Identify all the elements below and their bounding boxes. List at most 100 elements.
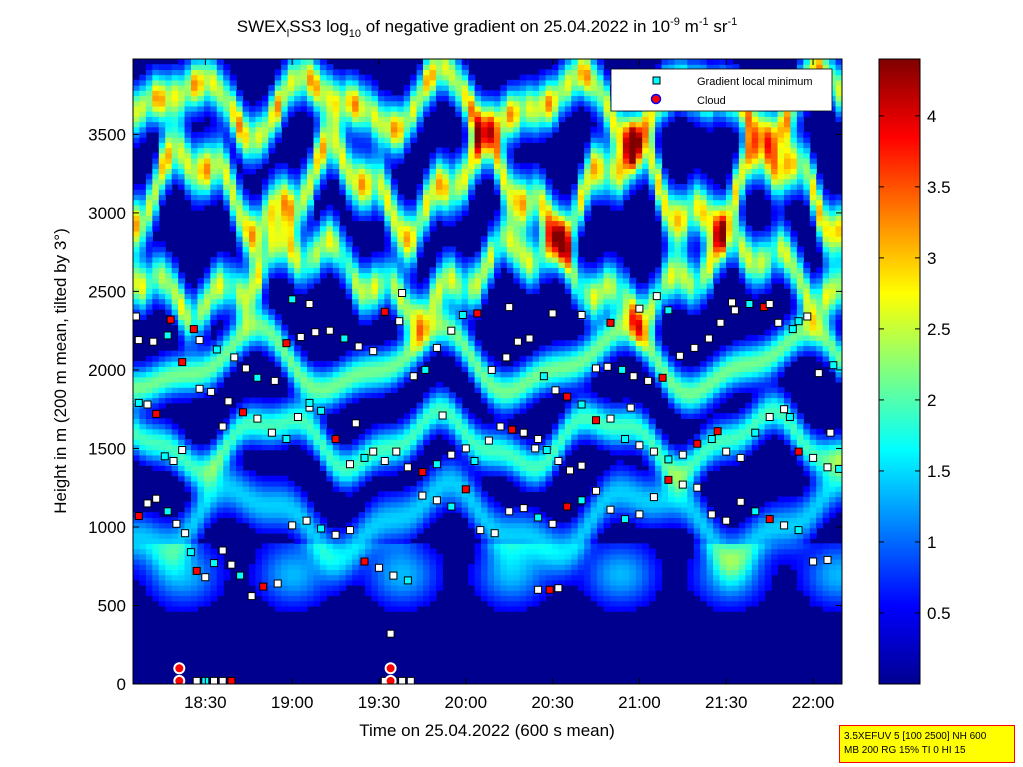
gradient-minimum-marker — [606, 318, 615, 327]
gradient-minimum-marker — [207, 387, 216, 396]
gradient-minimum-marker — [227, 560, 236, 569]
gradient-minimum-marker — [218, 546, 227, 555]
gradient-minimum-marker — [713, 427, 722, 436]
gradient-minimum-marker — [496, 422, 505, 431]
gradient-minimum-marker — [508, 425, 517, 434]
gradient-minimum-marker — [765, 515, 774, 524]
gradient-minimum-marker — [418, 491, 427, 500]
gradient-minimum-marker — [502, 353, 511, 362]
gradient-minimum-marker — [577, 400, 586, 409]
y-tick-label: 2500 — [88, 282, 126, 301]
gradient-minimum-marker — [534, 513, 543, 522]
gradient-minimum-marker — [447, 450, 456, 459]
gradient-minimum-marker — [288, 521, 297, 530]
x-axis: 18:30 19:00 19:30 20:00 20:30 21:00 21:30 22:00 — [184, 59, 834, 712]
y-axis-label: Height in m (200 m mean, tilted by 3°) — [51, 228, 70, 514]
gradient-minimum-marker — [409, 372, 418, 381]
gradient-minimum-marker — [577, 496, 586, 505]
gradient-minimum-marker — [606, 505, 615, 514]
gradient-minimum-marker — [134, 336, 143, 345]
gradient-minimum-marker — [178, 358, 187, 367]
gradient-minimum-marker — [794, 447, 803, 456]
legend: Gradient local minimum Cloud — [610, 68, 833, 112]
gradient-minimum-marker — [470, 457, 479, 465]
gradient-minimum-marker — [239, 408, 247, 417]
gradient-minimum-marker — [525, 334, 534, 343]
gradient-minimum-marker — [227, 676, 236, 684]
title-part-3: of negative gradient on 25.04.2022 in 10 — [361, 17, 670, 36]
gradient-minimum-marker — [826, 428, 835, 437]
gradient-minimum-marker — [346, 526, 354, 535]
gradient-minimum-marker — [629, 372, 638, 381]
gradient-minimum-marker — [210, 676, 218, 684]
gradient-minimum-marker — [143, 400, 152, 409]
gradient-minimum-marker — [751, 428, 760, 437]
gradient-minimum-marker — [693, 439, 702, 448]
legend-cloud-label: Cloud — [697, 95, 726, 107]
gradient-minimum-marker — [169, 457, 178, 465]
gradient-minimum-marker — [722, 516, 731, 525]
gradient-minimum-marker — [534, 435, 543, 443]
gradient-minimum-marker — [473, 309, 482, 318]
gradient-minimum-marker — [690, 343, 699, 352]
title-part-1: SWEX — [237, 17, 287, 36]
gradient-minimum-marker — [794, 317, 803, 326]
title-part-5: sr — [709, 17, 728, 36]
gradient-minimum-marker — [331, 530, 340, 539]
gradient-minimum-marker — [403, 463, 412, 472]
gradient-minimum-marker — [152, 494, 161, 503]
cloud-marker — [173, 662, 186, 675]
x-tick-label: 20:00 — [445, 693, 488, 712]
gradient-minimum-marker — [331, 435, 340, 443]
gradient-minimum-marker — [134, 512, 143, 520]
gradient-minimum-marker — [302, 516, 311, 525]
gradient-minimum-marker — [218, 676, 227, 684]
gradient-minimum-marker — [273, 579, 282, 588]
gradient-minimum-marker — [649, 493, 658, 502]
gradient-minimum-marker — [317, 406, 326, 415]
gradient-minimum-marker — [230, 353, 239, 362]
heatmap-layer — [133, 59, 842, 612]
y-tick-label: 3500 — [88, 125, 126, 144]
gradient-minimum-marker — [163, 331, 172, 340]
title-sub-1: l — [287, 28, 289, 40]
gradient-minimum-marker — [505, 507, 514, 516]
gradient-minimum-marker — [267, 428, 276, 437]
gradient-minimum-marker — [392, 447, 401, 456]
gradient-minimum-marker — [592, 364, 600, 373]
gradient-minimum-marker — [166, 315, 175, 324]
colorbar-tick-label: 1.5 — [927, 462, 951, 481]
gradient-minimum-marker — [386, 629, 395, 638]
gradient-minimum-marker — [534, 585, 543, 594]
settings-info-line-2: MB 200 RG 15% TI 0 HI 15 — [844, 745, 966, 756]
gradient-minimum-marker — [563, 502, 572, 511]
gradient-minimum-marker — [664, 455, 673, 464]
gradient-minimum-marker — [707, 435, 716, 443]
gradient-minimum-marker — [398, 289, 407, 297]
gradient-minimum-marker — [658, 373, 667, 382]
gradient-minimum-marker — [241, 364, 250, 373]
gradient-minimum-marker — [236, 571, 245, 580]
x-tick-label: 20:30 — [531, 693, 574, 712]
x-tick-label: 19:00 — [271, 693, 314, 712]
gradient-minimum-marker — [351, 419, 360, 428]
gradient-minimum-marker — [626, 403, 635, 412]
gradient-minimum-marker — [765, 413, 774, 421]
gradient-minimum-marker — [814, 369, 823, 378]
gradient-minimum-marker — [592, 416, 600, 425]
colorbar-tick-label: 3.5 — [927, 178, 951, 197]
gradient-minimum-marker — [282, 435, 291, 443]
title-sub-2: 10 — [349, 28, 361, 40]
gradient-minimum-marker — [780, 405, 789, 414]
gradient-minimum-marker — [621, 435, 629, 443]
gradient-minimum-marker — [421, 365, 430, 374]
gradient-minimum-marker — [652, 292, 661, 301]
gradient-minimum-marker — [829, 361, 838, 370]
gradient-minimum-marker — [201, 573, 210, 582]
gradient-minimum-marker — [548, 519, 557, 528]
x-tick-label: 22:00 — [792, 693, 835, 712]
gradient-minimum-marker — [563, 392, 572, 401]
gradient-minimum-marker — [621, 515, 629, 524]
gradient-minimum-marker — [218, 422, 227, 431]
